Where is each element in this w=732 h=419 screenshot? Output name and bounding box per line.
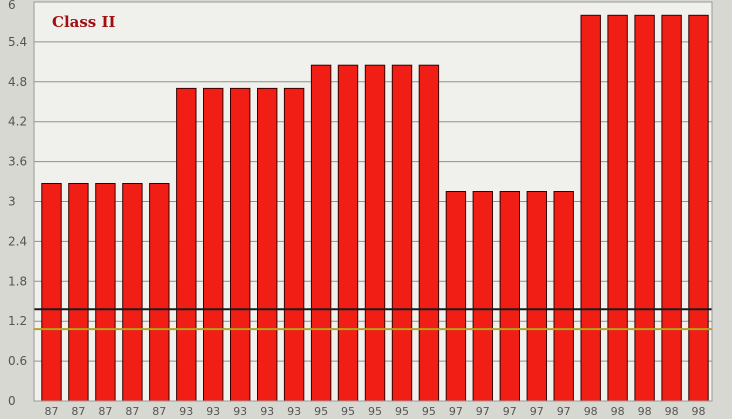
x-axis-ticks: 87 87 87 87 87 93 93 93 93 93 95 95 95 95 95 97 97 97 97 97… [45, 405, 706, 418]
bar [364, 64, 386, 402]
bar [661, 14, 682, 402]
x-tick-label: 93 [260, 405, 274, 418]
x-tick-label: 97 [557, 405, 571, 418]
x-tick-label: 97 [530, 405, 544, 418]
bar [283, 87, 305, 402]
bar [472, 191, 494, 402]
bar [580, 14, 601, 402]
bar [607, 14, 628, 402]
x-tick-label: 87 [125, 405, 139, 418]
x-tick-label: 93 [206, 405, 220, 418]
bar [257, 87, 278, 402]
bar [553, 191, 574, 402]
x-tick-label: 98 [665, 405, 679, 418]
bar [418, 64, 440, 402]
x-tick-label: 87 [45, 405, 59, 418]
bar [149, 183, 170, 402]
y-tick-label: 4.2 [8, 115, 27, 129]
bar [445, 191, 467, 402]
x-tick-label: 93 [179, 405, 193, 418]
x-tick-label: 98 [638, 405, 652, 418]
y-tick-label: 0.6 [8, 354, 27, 368]
plot-frame [33, 1, 713, 402]
bar [634, 14, 655, 402]
bars [41, 14, 709, 402]
y-tick-label: 3 [8, 195, 16, 209]
bar [688, 14, 709, 402]
x-tick-label: 98 [584, 405, 598, 418]
x-tick-label: 95 [341, 405, 355, 418]
x-tick-label: 95 [368, 405, 382, 418]
x-tick-label: 95 [314, 405, 328, 418]
x-tick-label: 87 [98, 405, 112, 418]
x-tick-label: 87 [71, 405, 85, 418]
bar [68, 183, 89, 402]
bar [310, 64, 332, 402]
bar [337, 64, 359, 402]
chart-title: Class II [52, 13, 116, 31]
x-tick-label: 98 [611, 405, 625, 418]
x-tick-label: 93 [233, 405, 247, 418]
y-tick-label: 1.2 [8, 314, 27, 328]
y-tick-label: 4.8 [8, 75, 27, 89]
y-axis-ticks: 0 0.6 1.2 1.8 2.4 3 3.6 4.2 4.8 5.4 6 [8, 0, 27, 408]
x-tick-label: 95 [422, 405, 436, 418]
bar [122, 183, 143, 402]
x-tick-label: 87 [152, 405, 166, 418]
bar [230, 87, 251, 402]
bar [526, 191, 547, 402]
bar [499, 191, 521, 402]
x-tick-label: 97 [449, 405, 463, 418]
bar [176, 87, 197, 402]
x-tick-label: 95 [395, 405, 409, 418]
y-tick-label: 3.6 [8, 155, 27, 169]
bar [391, 64, 413, 402]
y-tick-label: 2.4 [8, 234, 27, 248]
x-tick-label: 97 [476, 405, 490, 418]
x-tick-label: 98 [692, 405, 706, 418]
bar [203, 87, 224, 402]
reference-lines [34, 308, 712, 331]
y-tick-label: 5.4 [8, 35, 27, 49]
y-tick-label: 1.8 [8, 274, 27, 288]
bar [95, 183, 116, 402]
y-tick-label: 6 [8, 0, 16, 12]
x-tick-label: 93 [287, 405, 301, 418]
bar [41, 183, 62, 402]
x-tick-label: 97 [503, 405, 517, 418]
y-tick-label: 0 [8, 394, 16, 408]
